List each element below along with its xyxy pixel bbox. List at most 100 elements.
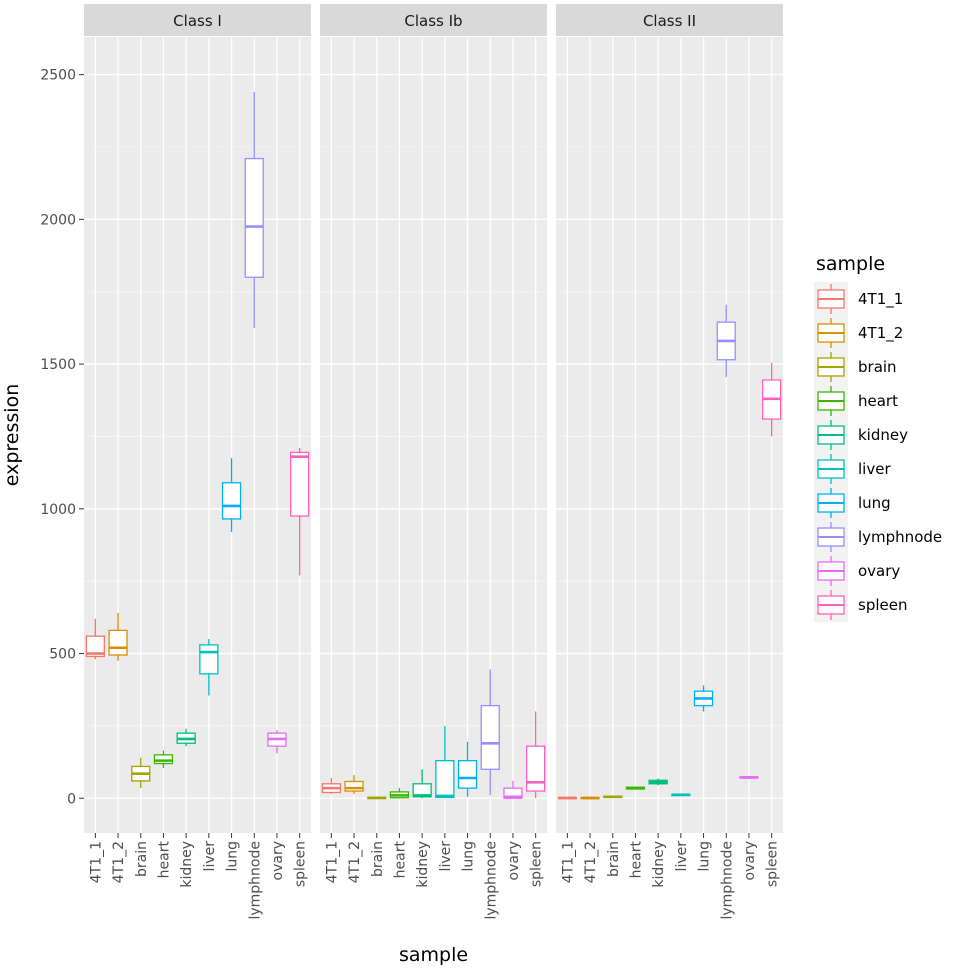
x-tick-label: lymphnode (247, 841, 263, 920)
y-axis-title: expression (1, 384, 23, 487)
legend-label: spleen (858, 596, 907, 614)
x-tick-label: lung (697, 841, 713, 872)
box-liver (671, 793, 691, 797)
panel-class-i: Class I 4T1_1 4T1_2 brain heart kidney liver lu… (84, 4, 311, 920)
x-tick-label: 4T1_2 (583, 841, 599, 883)
legend-item-ovary: ovary (814, 554, 900, 588)
box-lung (693, 685, 714, 712)
x-tick-label: liver (202, 841, 218, 872)
box-heart (389, 788, 410, 799)
x-tick-label: spleen (765, 841, 781, 887)
legend-item-lymphnode: lymphnode (814, 520, 942, 554)
y-tick-label: 1000 (40, 502, 76, 518)
legend-label: 4T1_2 (858, 324, 903, 343)
x-tick-label: spleen (293, 841, 309, 887)
legend-title: sample (816, 253, 885, 275)
box-lymphnode (480, 669, 500, 796)
x-tick-label: brain (134, 841, 150, 877)
legend-label: ovary (858, 562, 900, 580)
x-tick-label: lymphnode (483, 841, 499, 920)
x-tick-label: 4T1_1 (560, 841, 576, 883)
y-tick-label: 1500 (40, 357, 76, 373)
box-heart (153, 750, 174, 768)
legend-item-brain: brain (814, 350, 897, 384)
box-4T1_1 (85, 618, 105, 660)
legend-label: heart (858, 392, 898, 410)
box-body (153, 754, 174, 765)
facet-strip-label: Class II (643, 12, 696, 30)
x-tick-label: liver (674, 841, 690, 872)
box-kidney (176, 728, 196, 747)
box-liver (435, 725, 455, 799)
facet-strip (556, 4, 783, 36)
box-body (289, 451, 310, 517)
legend-item-kidney: kidney (814, 418, 908, 452)
box-kidney (412, 769, 432, 799)
x-tick-label: ovary (506, 841, 522, 880)
box-ovary (739, 776, 759, 779)
box-ovary (503, 780, 523, 799)
panel-background (320, 37, 547, 833)
box-body (412, 783, 432, 798)
x-tick-label: 4T1_1 (324, 841, 340, 883)
box-4T1_1 (557, 796, 577, 800)
box-body (480, 704, 500, 770)
panel-background (84, 37, 311, 833)
x-tick-label: spleen (529, 841, 545, 887)
legend-label: kidney (858, 426, 908, 444)
x-tick-label: heart (156, 840, 172, 878)
x-tick-label: kidney (651, 841, 667, 888)
box-liver (199, 639, 219, 696)
box-brain (367, 796, 387, 800)
facet-strip-label: Class I (173, 12, 222, 30)
box-body (344, 780, 364, 792)
y-tick-label: 0 (67, 791, 76, 807)
x-tick-label: ovary (270, 841, 286, 880)
legend-item-4T1_1: 4T1_1 (814, 282, 903, 316)
legend-item-lung: lung (814, 486, 891, 520)
box-4T1_2 (580, 796, 600, 800)
y-tick-label: 2500 (40, 68, 76, 84)
box-brain (131, 757, 151, 789)
x-tick-label: heart (628, 840, 644, 878)
box-body (244, 157, 264, 278)
box-body (85, 635, 105, 658)
box-4T1_2 (108, 613, 128, 661)
box-body (503, 787, 523, 799)
x-tick-label: kidney (415, 841, 431, 888)
box-lymphnode (716, 304, 736, 378)
x-tick-label: liver (438, 841, 454, 872)
box-body (221, 482, 242, 520)
box-body (457, 759, 478, 789)
x-tick-label: ovary (742, 841, 758, 880)
legend-item-liver: liver (814, 452, 891, 486)
legend-label: liver (858, 460, 891, 478)
legend-label: lung (858, 494, 891, 512)
legend-item-spleen: spleen (814, 588, 907, 622)
legend-label: lymphnode (858, 528, 942, 546)
facet-strip-label: Class Ib (404, 12, 462, 30)
facet-strip (84, 4, 311, 36)
box-brain (603, 795, 623, 799)
x-tick-label: brain (370, 841, 386, 877)
box-4T1_1 (321, 778, 342, 794)
x-tick-label: kidney (179, 841, 195, 888)
legend-item-4T1_2: 4T1_2 (814, 316, 903, 350)
x-tick-label: 4T1_1 (88, 841, 104, 883)
x-tick-label: lymphnode (719, 841, 735, 920)
box-body (435, 759, 455, 799)
box-spleen (762, 362, 782, 437)
box-kidney (648, 778, 668, 786)
x-tick-label: 4T1_2 (111, 841, 127, 883)
box-heart (625, 786, 646, 790)
box-spleen (526, 711, 546, 799)
box-ovary (267, 730, 287, 754)
x-tick-label: lung (225, 841, 241, 872)
x-tick-label: brain (606, 841, 622, 877)
legend-label: 4T1_1 (858, 290, 903, 309)
box-spleen (289, 448, 310, 576)
box-lung (221, 458, 242, 532)
